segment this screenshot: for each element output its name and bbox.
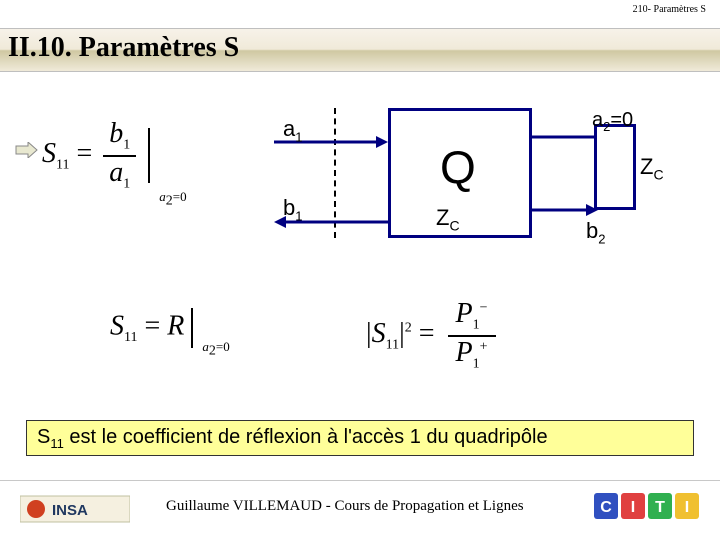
eq1-S: S xyxy=(42,138,56,169)
eq3-S-sub: 11 xyxy=(386,338,399,353)
equation-s11-definition: S11 = b1 a1 a2=0 xyxy=(42,120,187,191)
eq1-condition: a2=0 xyxy=(159,189,186,210)
header-page-label: 210- Paramètres S xyxy=(633,4,706,15)
top-connector-line xyxy=(532,135,596,139)
svg-text:INSA: INSA xyxy=(52,502,88,519)
eq1-condition-bar xyxy=(148,128,150,183)
sentence-sub: 11 xyxy=(50,436,64,451)
eq2-bar xyxy=(191,308,193,348)
zc-r-text: Z xyxy=(640,154,653,179)
eq1-num-b: b xyxy=(109,118,123,149)
quadripole-label: Q xyxy=(440,140,476,194)
equation-s11-power: |S11|2 = P1− P1+ xyxy=(366,300,502,371)
arrow-outline-icon xyxy=(14,142,38,158)
citi-logo-icon: C I T I xyxy=(592,490,702,522)
eq3-eq: = xyxy=(419,318,442,349)
eq3-den-P: P xyxy=(456,337,473,368)
svg-text:I: I xyxy=(631,499,635,516)
equation-row: S11 = R a2=0 |S11|2 = P1− P1+ xyxy=(0,300,720,366)
a1-sub: 1 xyxy=(295,129,302,144)
sentence-rest: est le coefficient de réflexion à l'accè… xyxy=(64,426,548,448)
a1-text: a xyxy=(283,116,295,141)
eq3-den-sup: + xyxy=(480,339,488,354)
title-bar: II.10. Paramètres S xyxy=(0,28,720,72)
zc-in-sub: C xyxy=(449,217,459,233)
svg-text:I: I xyxy=(685,499,689,516)
page-title: II.10. Paramètres S xyxy=(8,32,239,64)
eq1-S-sub: 11 xyxy=(56,158,69,173)
b2-arrow-icon xyxy=(532,203,598,217)
diagram-area: S11 = b1 a1 a2=0 a1 b1 Q ZC b2 ZC a2=0 xyxy=(0,100,720,270)
eq1-equals: = xyxy=(76,138,99,169)
svg-text:T: T xyxy=(655,499,665,516)
eq1-den-a: a xyxy=(109,157,123,188)
b1-label: b1 xyxy=(283,195,302,223)
eq2-cond: a2=0 xyxy=(202,339,229,360)
b2-text: b xyxy=(586,218,598,243)
eq3-num-P: P xyxy=(456,298,473,329)
a2-text: a xyxy=(592,109,603,131)
eq3-frac: P1− P1+ xyxy=(448,300,496,371)
eq2-cond-sub: 2 xyxy=(209,344,216,359)
eq2-R: R xyxy=(167,310,184,341)
insa-logo-icon: INSA xyxy=(20,490,130,526)
zc-in-text: Z xyxy=(436,205,449,230)
footer-divider xyxy=(0,480,720,481)
zc-r-sub: C xyxy=(653,166,663,182)
a2-rest: =0 xyxy=(610,109,633,131)
eq1-cond-sub: 2 xyxy=(166,193,173,208)
eq3-den-sub: 1 xyxy=(473,356,480,371)
eq3-num-sup: − xyxy=(480,301,488,316)
eq3-S: S xyxy=(372,318,386,349)
svg-text:C: C xyxy=(600,499,612,516)
a2-zero-label: a2=0 xyxy=(592,109,633,134)
b2-sub: 2 xyxy=(598,231,605,246)
eq3-sq: 2 xyxy=(405,321,412,336)
eq1-fraction: b1 a1 xyxy=(103,120,136,191)
eq2-eq: = xyxy=(144,310,167,341)
load-box xyxy=(594,124,636,210)
eq2-S: S xyxy=(110,310,124,341)
a1-label: a1 xyxy=(283,116,302,144)
eq2-cond-rest: =0 xyxy=(216,339,230,354)
equation-s11-R: S11 = R a2=0 xyxy=(110,308,230,348)
b2-label: b2 xyxy=(586,218,605,246)
eq3-num-sub: 1 xyxy=(473,318,480,333)
footer-author: Guillaume VILLEMAUD - Cours de Propagati… xyxy=(166,498,524,515)
b1-text: b xyxy=(283,195,295,220)
sentence-S: S xyxy=(37,426,50,448)
eq2-S-sub: 11 xyxy=(124,330,137,345)
zc-load-label: ZC xyxy=(640,154,664,182)
b1-sub: 1 xyxy=(295,208,302,223)
definition-sentence: S11 est le coefficient de réflexion à l'… xyxy=(26,420,694,456)
eq1-cond-rest: =0 xyxy=(173,189,187,204)
eq1-num-sub: 1 xyxy=(123,138,130,153)
zc-inside-label: ZC xyxy=(436,205,460,233)
eq1-den-sub: 1 xyxy=(123,176,130,191)
